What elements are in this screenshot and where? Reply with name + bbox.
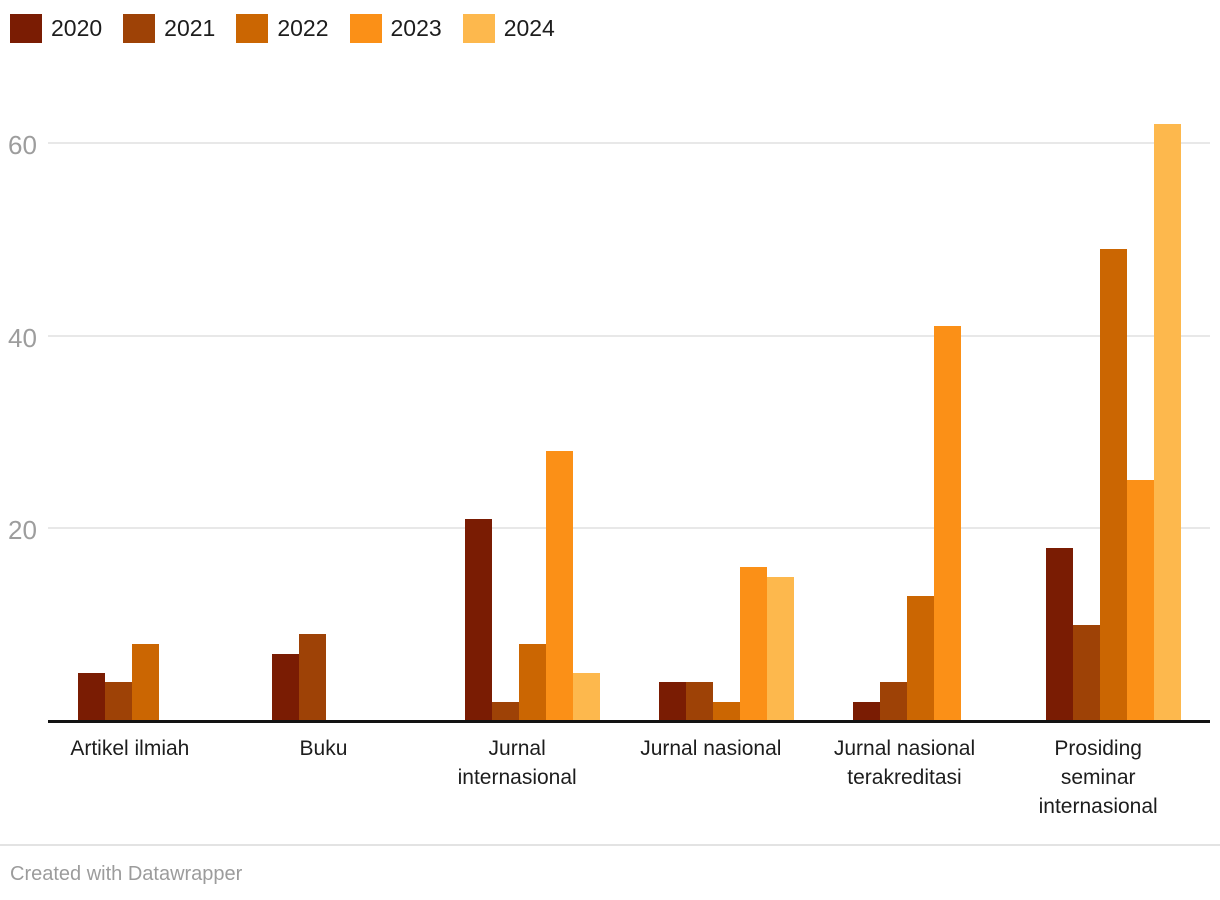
bar-2022-2 [519,643,547,721]
datawrapper-credit: Created with Datawrapper [10,863,243,885]
legend-swatch-icon [349,14,382,43]
bar-2021-1 [298,634,326,721]
bar-2024-3 [767,576,794,721]
bar-2021-2 [492,701,520,721]
legend-label: 2024 [503,15,555,41]
legend: 2020 2021 2022 2023 2024 [10,14,555,43]
bar-2020-1 [271,653,299,721]
y-axis-tick-label: 60 [8,130,37,160]
legend-swatch-icon [10,14,42,43]
legend-item-2023: 2023 [349,14,442,43]
bar-2023-2 [546,451,574,721]
bar-2023-3 [740,566,767,721]
category-label-2: Jurnal internasional [457,737,577,789]
gridline-20 [48,527,1210,530]
bar-2022-4 [906,595,934,721]
bar-2022-3 [713,701,740,721]
legend-swatch-icon [462,14,495,43]
bar-2020-3 [659,682,686,721]
legend-swatch-icon [236,14,269,43]
bar-2022-5 [1100,248,1128,721]
bar-2021-3 [686,682,713,721]
y-axis-tick-label: 40 [8,322,37,353]
bar-2020-2 [465,518,493,721]
bar-2020-0 [78,672,105,721]
category-label-4: Jurnal nasional terakreditasi [833,737,976,789]
y-axis-tick-label: 20 [8,515,37,546]
x-axis-line [48,720,1210,723]
gridline-60 [48,142,1210,144]
category-label-3: Jurnal nasional [640,737,782,760]
bar-2021-4 [879,682,907,721]
legend-label: 2023 [390,15,442,41]
legend-label: 2021 [164,15,216,41]
bar-2021-5 [1073,624,1101,721]
category-label-5: Prosiding seminar internasional [1038,737,1158,818]
bar-2023-4 [933,326,961,721]
footer-divider [0,844,1220,846]
bar-2022-0 [132,643,159,721]
legend-item-2024: 2024 [462,14,555,43]
legend-item-2022: 2022 [236,14,329,43]
legend-swatch-icon [123,14,156,43]
gridline-40 [48,334,1210,337]
bar-2021-0 [105,682,132,721]
bar-2020-4 [852,701,880,721]
category-label-0: Artikel ilmiah [70,737,190,760]
bar-2024-2 [573,672,601,721]
bar-2024-5 [1154,123,1182,721]
category-label-1: Buku [299,737,348,760]
legend-label: 2020 [51,15,103,41]
legend-label: 2022 [277,15,329,41]
bar-2023-5 [1127,480,1155,721]
legend-item-2020: 2020 [10,14,102,43]
legend-item-2021: 2021 [123,14,215,43]
bar-2020-5 [1046,547,1074,721]
